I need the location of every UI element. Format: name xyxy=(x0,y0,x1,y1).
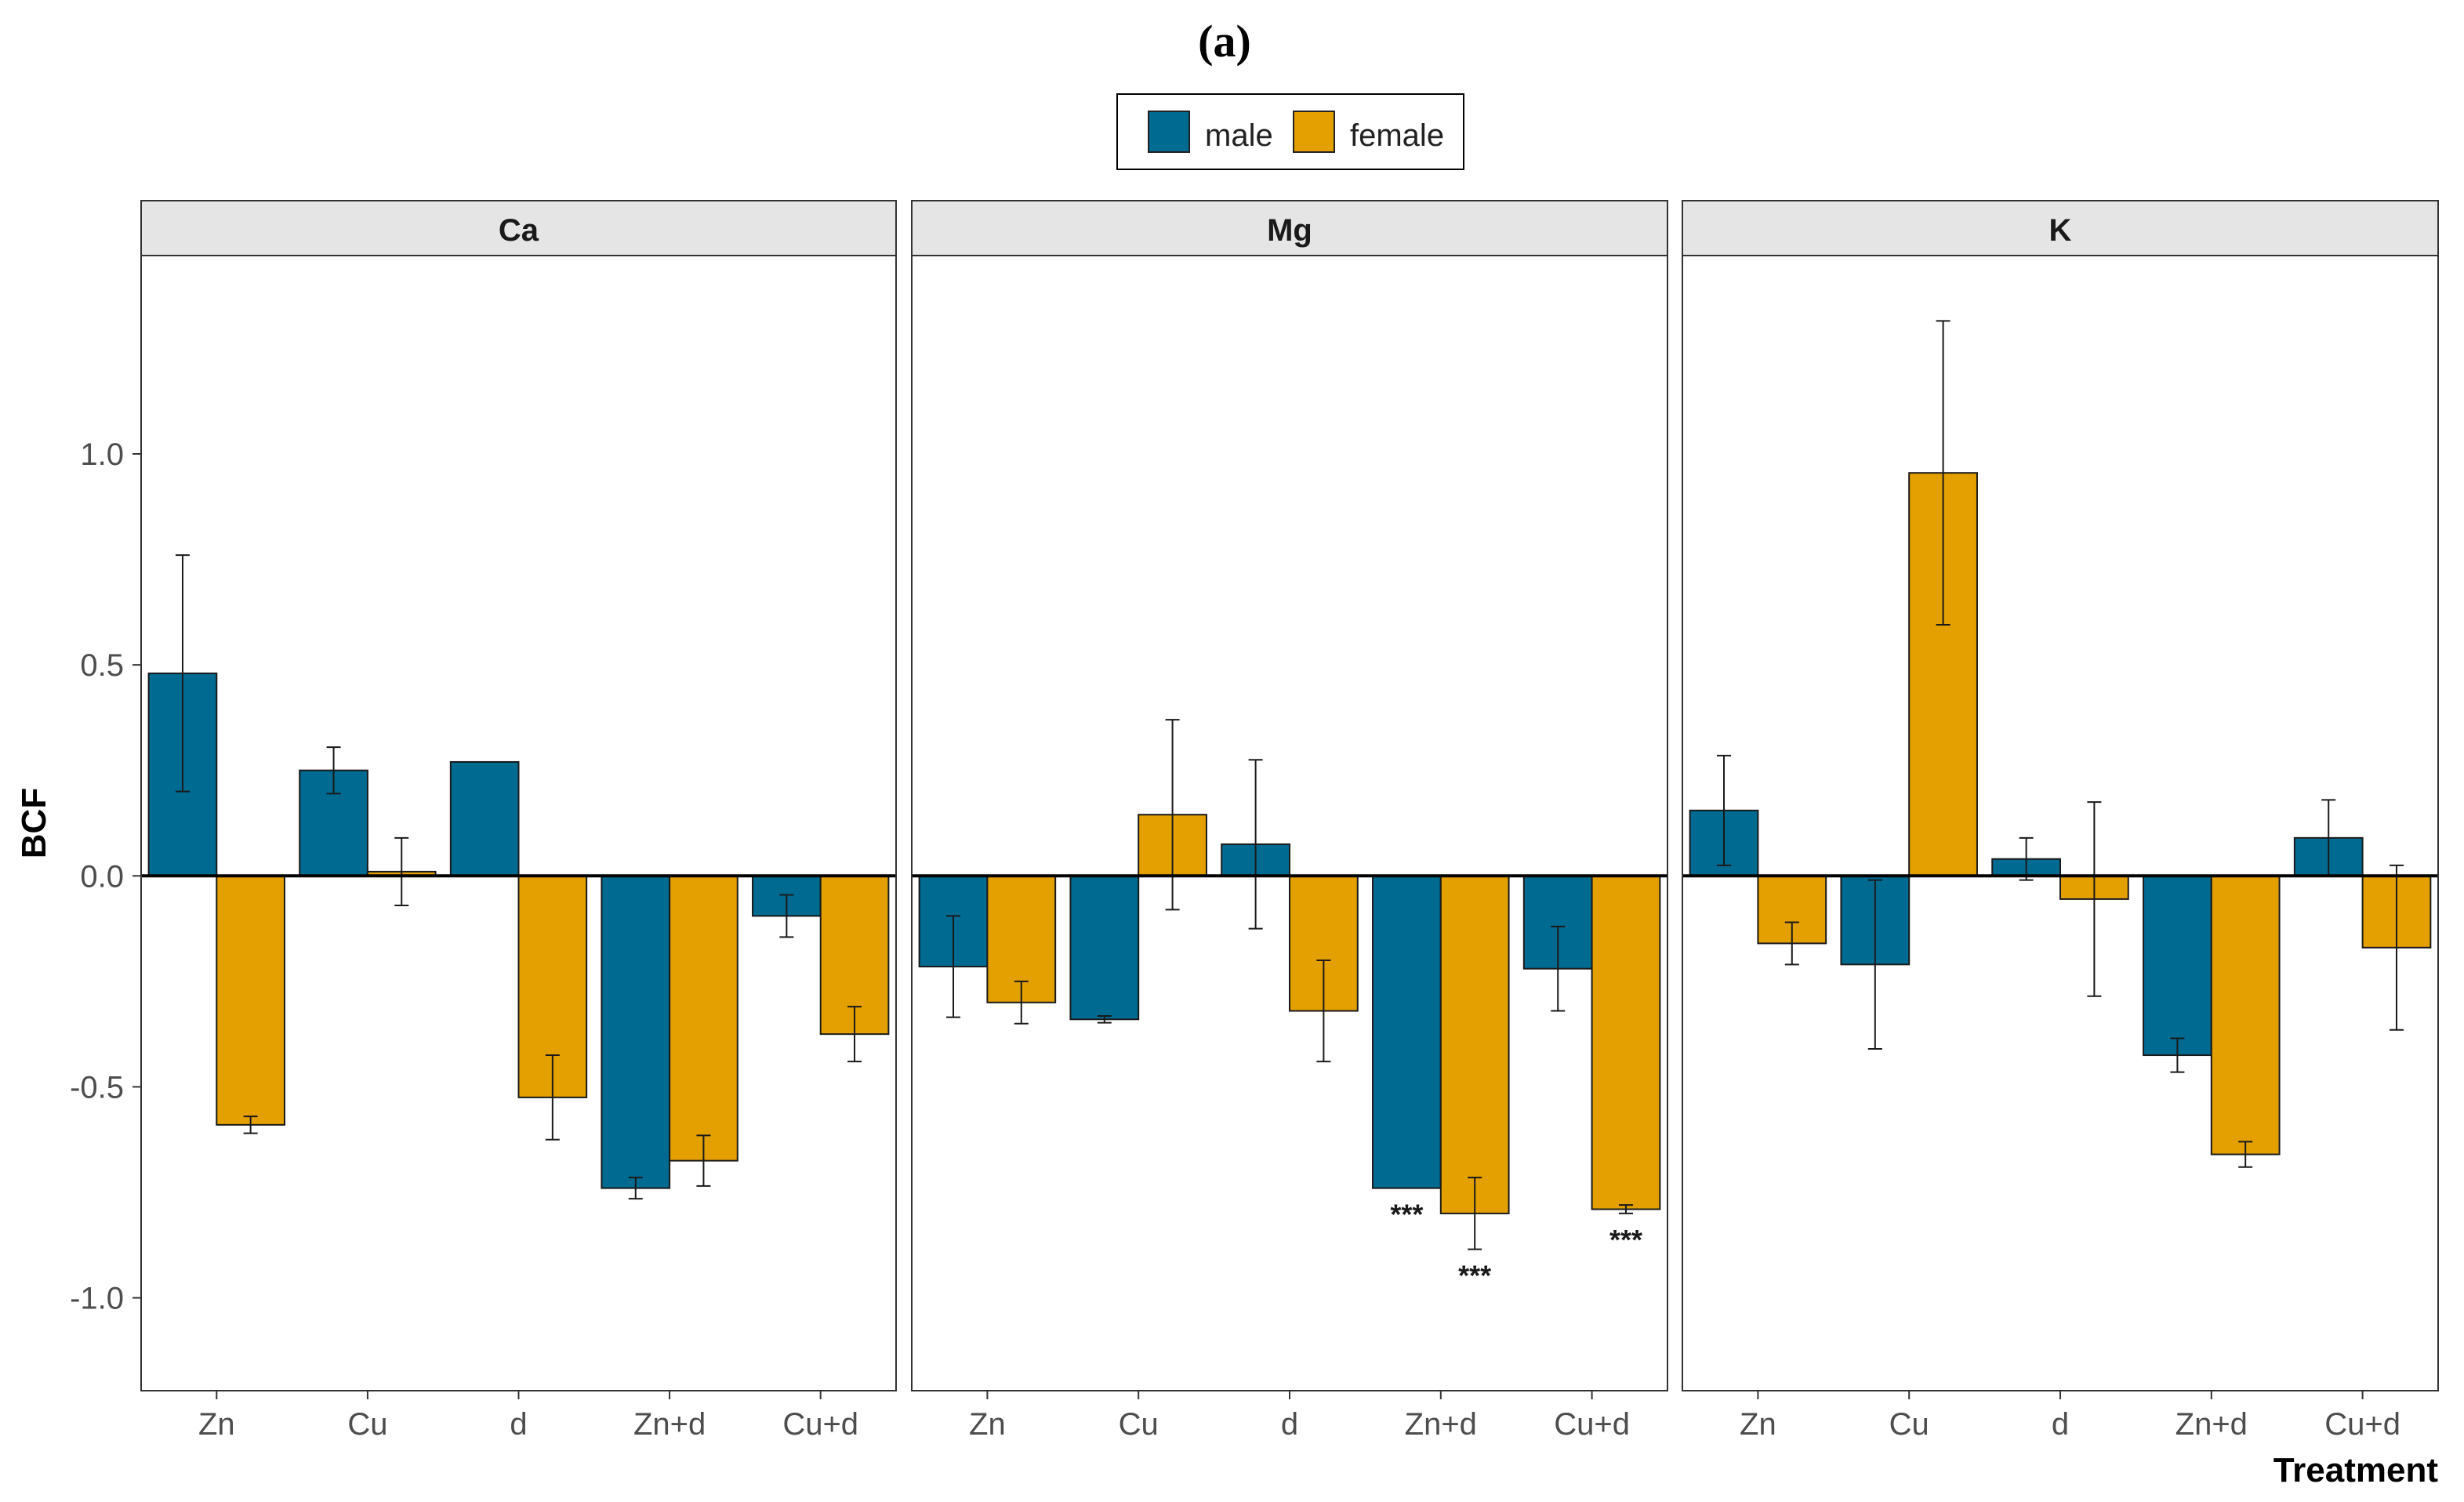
bar-male-Zn+d xyxy=(2143,875,2212,1057)
bar-male-Zn+d xyxy=(1372,875,1442,1189)
x-tick-label: Cu+d xyxy=(2324,1407,2400,1442)
panel-Mg: Mg *** *** *** Zn Cu d Zn+d Cu+d xyxy=(911,200,1668,1442)
error-bar-female-d xyxy=(1316,959,1331,1063)
y-tick-label: 1.0 xyxy=(80,437,124,472)
bar-male-Cu xyxy=(1069,875,1140,1021)
panel-strip xyxy=(1682,200,2439,256)
error-bar-male-Cu+d xyxy=(1551,925,1566,1012)
x-tick-label: Zn+d xyxy=(1405,1407,1477,1442)
error-bar-male-Cu xyxy=(1867,879,1882,1050)
error-bar-female-Zn+d xyxy=(2238,1141,2253,1168)
x-tick-label: Cu+d xyxy=(782,1407,858,1442)
error-bar-female-Zn xyxy=(243,1116,258,1134)
x-axis-label: Treatment xyxy=(2273,1451,2439,1489)
panel-strip-label: K xyxy=(2049,213,2072,248)
error-bar-female-d xyxy=(545,1054,560,1141)
significance-marker: *** xyxy=(1609,1224,1642,1256)
error-bar-female-Cu+d xyxy=(1618,1204,1633,1214)
error-bar-male-d xyxy=(1248,759,1263,930)
error-bar-female-Cu xyxy=(1936,320,1951,626)
bar-female-Zn+d xyxy=(2210,875,2281,1156)
x-tick-label: Cu+d xyxy=(1554,1407,1630,1442)
panel-strip-label: Mg xyxy=(1267,213,1312,248)
figure-label: (a) xyxy=(1198,16,1251,67)
x-tick-label: Zn xyxy=(1740,1407,1776,1442)
legend: male female xyxy=(1116,93,1464,170)
x-tick-label: d xyxy=(2052,1407,2069,1442)
panel-plot-area xyxy=(1682,256,2438,1391)
error-bar-female-Cu+d xyxy=(2389,864,2404,1031)
x-tick-label: Zn+d xyxy=(633,1407,706,1442)
x-tick-label: Cu xyxy=(1889,1407,1929,1442)
error-bar-female-Cu xyxy=(394,836,409,906)
error-bar-male-Zn xyxy=(1717,754,1732,866)
error-bar-male-Zn xyxy=(175,554,190,793)
x-tick-label: Cu xyxy=(347,1407,387,1442)
legend-swatch-female xyxy=(1293,111,1335,153)
error-bar-female-Cu+d xyxy=(847,1006,862,1063)
error-bar-male-d xyxy=(2019,836,2034,881)
error-bar-female-Cu xyxy=(1165,719,1180,911)
significance-marker: *** xyxy=(1458,1260,1491,1292)
bar-male-d xyxy=(449,760,520,877)
x-tick-label: Cu xyxy=(1119,1407,1159,1442)
x-tick-label: Zn xyxy=(969,1407,1006,1442)
x-tick-label: d xyxy=(1281,1407,1298,1442)
error-bar-male-Zn xyxy=(946,915,961,1018)
error-bar-male-Zn+d xyxy=(2170,1037,2185,1073)
legend-swatch-male xyxy=(1148,111,1190,153)
x-tick-label: Zn xyxy=(198,1407,235,1442)
panel-plot-area xyxy=(912,256,1667,1391)
y-tick-label: -0.5 xyxy=(70,1070,124,1105)
error-bar-male-Cu xyxy=(1097,1014,1112,1024)
error-bar-male-Cu xyxy=(326,746,341,795)
y-tick-label: 0.0 xyxy=(80,859,124,894)
error-bar-female-d xyxy=(2087,801,2102,997)
bar-male-Zn+d xyxy=(601,875,671,1189)
panel-strip-label: Ca xyxy=(499,213,539,248)
legend-item-male: male xyxy=(1148,111,1273,153)
y-axis-label: BCF xyxy=(15,788,53,858)
significance-marker: *** xyxy=(1390,1199,1423,1231)
y-tick-label: 0.5 xyxy=(80,648,124,683)
bar-female-Zn+d xyxy=(1439,875,1510,1214)
bar-female-Cu+d xyxy=(1591,875,1661,1210)
panel-K: K Zn Cu d Zn+d Cu+d xyxy=(1682,200,2439,1442)
y-tick-label: -1.0 xyxy=(70,1282,124,1316)
bar-female-Zn+d xyxy=(669,875,738,1162)
bar-female-Zn xyxy=(216,875,285,1126)
legend-item-female: female xyxy=(1293,111,1444,153)
error-bar-female-Zn+d xyxy=(1468,1177,1482,1250)
error-bar-female-Zn xyxy=(1784,921,1799,966)
error-bar-male-Cu+d xyxy=(779,894,794,938)
x-tick-label: Zn+d xyxy=(2176,1407,2248,1442)
error-bar-female-Zn xyxy=(1014,980,1029,1025)
legend-label-male: male xyxy=(1205,118,1273,153)
x-tick-label: d xyxy=(510,1407,527,1442)
error-bar-male-Zn+d xyxy=(628,1177,643,1200)
panel-strip xyxy=(140,200,897,256)
legend-label-female: female xyxy=(1350,118,1444,153)
panel-Ca: Ca Zn Cu d Zn+d Cu+d xyxy=(140,200,897,1442)
error-bar-female-Zn+d xyxy=(696,1134,711,1187)
panel-strip xyxy=(911,200,1668,256)
